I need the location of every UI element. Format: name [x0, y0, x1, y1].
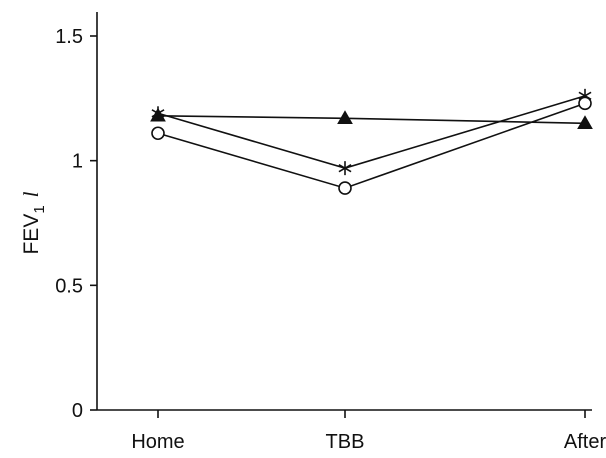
series-markers [150, 88, 593, 195]
y-axis-title-text: FEV1 l [19, 191, 48, 254]
x-tick-label: After [564, 431, 606, 453]
y-axis-title-unit: l [19, 191, 43, 197]
y-tick-label: 1.5 [55, 26, 83, 48]
x-tick-label: TBB [326, 431, 365, 453]
triangle-marker [337, 110, 353, 125]
circle-marker [338, 181, 352, 195]
y-tick-label: 1 [72, 151, 83, 173]
circle-marker [151, 126, 165, 141]
asterisk-marker [338, 161, 352, 176]
asterisk-marker [151, 106, 165, 121]
y-axis-title-subscript: 1 [31, 205, 48, 213]
y-tick-label: 0.5 [55, 275, 83, 297]
series-lines [157, 95, 586, 189]
circle-marker [578, 96, 592, 111]
y-axis-title: FEV1 l [19, 191, 48, 254]
axes: 0 0.5 1 1.5 Home TBB After [55, 12, 606, 453]
x-tick-label: Home [131, 431, 184, 453]
y-tick-label: 0 [72, 400, 83, 422]
y-axis-title-main: FEV [20, 214, 43, 255]
triangle-marker [577, 115, 593, 130]
series-line-triangle-filled [157, 114, 586, 125]
series-line-asterisk [157, 95, 586, 169]
